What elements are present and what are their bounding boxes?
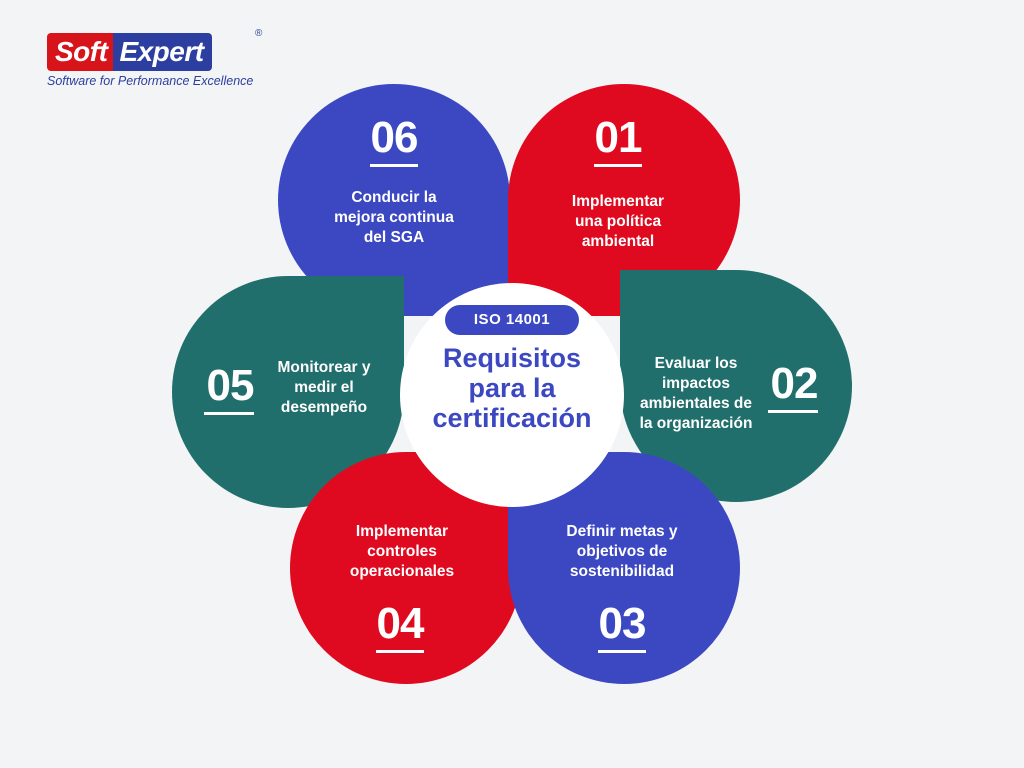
- step-01-number: 01: [594, 113, 643, 162]
- step-02-line: la organización: [639, 415, 753, 432]
- step-06-line: Conducir la: [351, 189, 437, 206]
- step-04-line: controles: [367, 543, 437, 560]
- step-03-underline: [598, 650, 646, 653]
- step-02-text: Evaluar los impactos ambientales de la o…: [626, 354, 766, 434]
- step-01-line: Implementar: [571, 193, 665, 210]
- step-05-line: desempeño: [280, 399, 368, 416]
- center-title-line: Requisitos: [442, 343, 582, 373]
- logo-expert: Expert: [113, 33, 212, 71]
- step-03-line: Definir metas y: [566, 523, 678, 540]
- step-04-underline: [376, 650, 424, 653]
- step-06-line: del SGA: [363, 229, 425, 246]
- step-04-line: Implementar: [355, 523, 449, 540]
- step-03-number: 03: [598, 599, 647, 648]
- center-title-line: para la: [468, 373, 556, 403]
- step-02-line: ambientales de: [640, 395, 752, 412]
- step-01-text: Implementar una política ambiental: [518, 192, 718, 252]
- step-06-line: mejora continua: [334, 209, 454, 226]
- step-01-line: una política: [574, 213, 662, 230]
- step-03-line: sostenibilidad: [569, 563, 675, 580]
- step-01-line: ambiental: [581, 233, 655, 250]
- step-04-number: 04: [376, 599, 425, 648]
- logo-wordmark: Soft Expert: [47, 32, 212, 72]
- softexpert-logo: Soft Expert ® Software for Performance E…: [47, 28, 267, 90]
- iso-badge: ISO 14001: [445, 305, 579, 335]
- step-06-number: 06: [370, 113, 419, 162]
- logo-soft: Soft: [47, 33, 114, 71]
- step-02-number: 02: [770, 359, 819, 408]
- center-title-line: certificación: [432, 403, 592, 433]
- step-02-line: impactos: [661, 375, 731, 392]
- step-03-line: objetivos de: [576, 543, 668, 560]
- step-04-text: Implementar controles operacionales: [302, 522, 502, 582]
- step-06-underline: [370, 164, 418, 167]
- registered-mark: ®: [255, 28, 263, 39]
- step-06-text: Conducir la mejora continua del SGA: [294, 188, 494, 248]
- step-04-line: operacionales: [349, 563, 455, 580]
- step-05-text: Monitorear y medir el desempeño: [262, 358, 386, 418]
- step-02-underline: [768, 410, 818, 413]
- step-05-number: 05: [206, 361, 255, 410]
- center-circle: ISO 14001 Requisitos para la certificaci…: [400, 283, 624, 507]
- step-05-line: Monitorear y: [277, 359, 371, 376]
- step-05-underline: [204, 412, 254, 415]
- step-03-text: Definir metas y objetivos de sostenibili…: [520, 522, 724, 582]
- step-02-line: Evaluar los: [654, 355, 738, 372]
- logo-tagline: Software for Performance Excellence: [47, 74, 254, 88]
- center-title: Requisitos para la certificación: [400, 343, 624, 433]
- step-05-line: medir el: [294, 379, 354, 396]
- step-01-underline: [594, 164, 642, 167]
